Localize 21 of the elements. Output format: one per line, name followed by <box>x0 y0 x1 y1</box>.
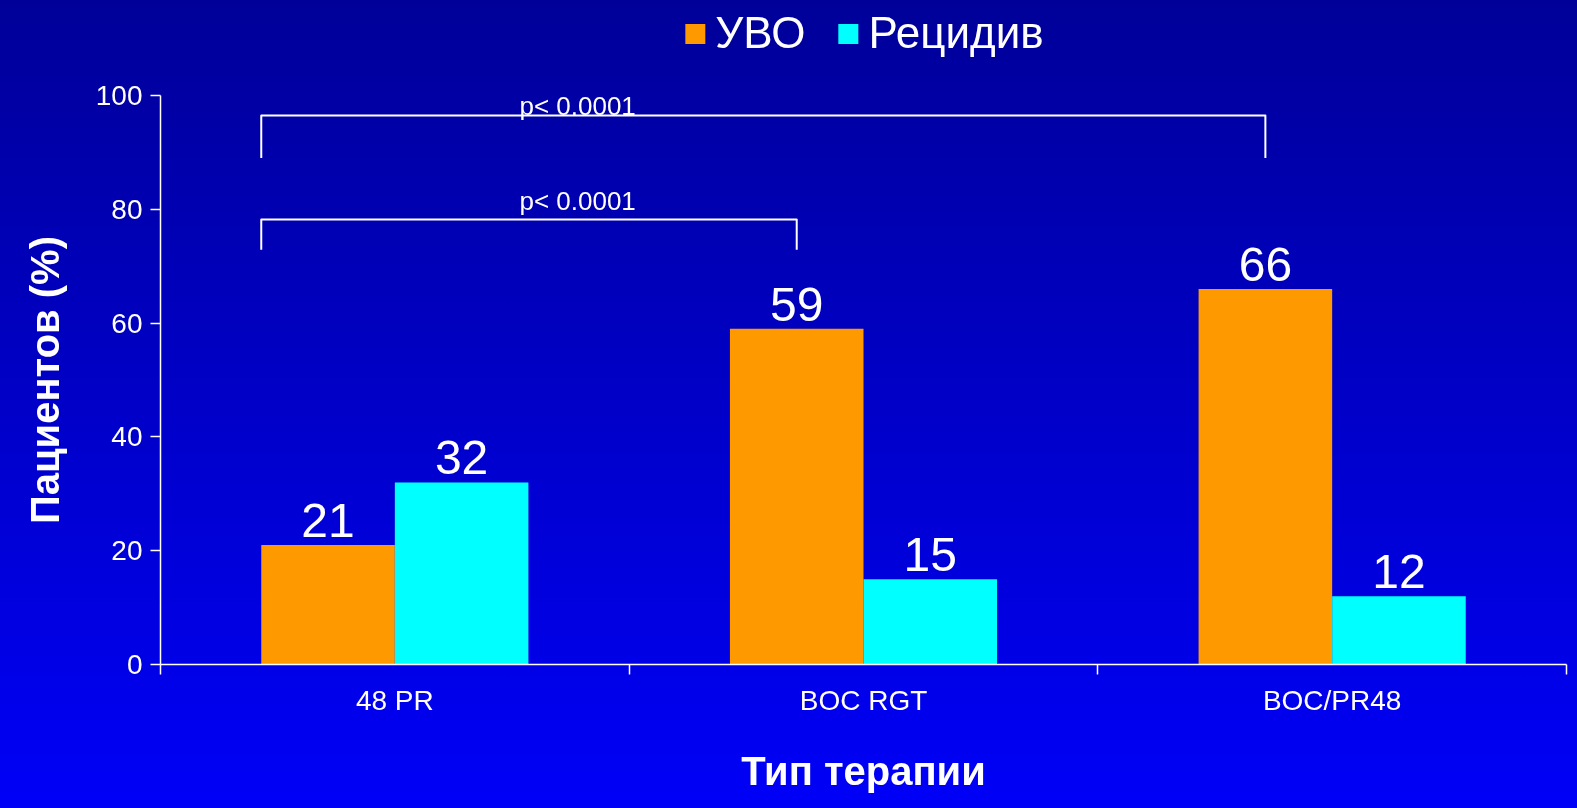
legend-label: УВО <box>715 8 806 58</box>
data-label: 12 <box>1372 545 1426 599</box>
y-tick-label: 20 <box>111 535 143 567</box>
y-tick-label: 100 <box>95 80 143 111</box>
x-tick-label: BOC/PR48 <box>1262 684 1402 716</box>
x-tick-label: 48 PR <box>355 684 434 716</box>
y-tick-label: 40 <box>111 421 143 453</box>
data-label: 15 <box>903 528 957 582</box>
data-label: 21 <box>301 494 355 548</box>
y-tick-label: 80 <box>111 193 143 225</box>
annotation: p< 0.0001 <box>519 91 636 122</box>
x-axis-title: Тип терапии <box>741 748 986 793</box>
y-axis-title: Пациентов (%) <box>22 235 67 524</box>
data-label: 32 <box>434 431 489 485</box>
annotation: p< 0.0001 <box>519 185 636 216</box>
data-label: 66 <box>1238 237 1293 291</box>
y-tick-label: 0 <box>126 649 143 680</box>
legend-label: Рецидив <box>868 8 1044 58</box>
data-label: 59 <box>770 277 824 331</box>
y-tick-label: 60 <box>111 307 143 339</box>
x-tick-label: BOC RGT <box>799 684 928 716</box>
